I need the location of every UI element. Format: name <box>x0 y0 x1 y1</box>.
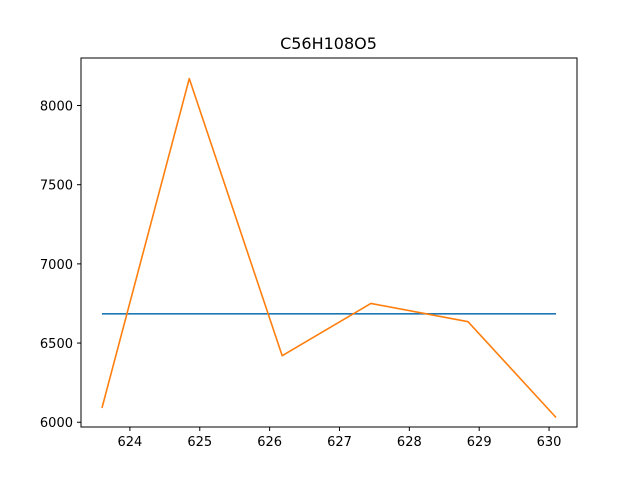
x-tick-label: 628 <box>397 435 422 450</box>
series-layer <box>101 77 557 419</box>
y-tick-label: 8000 <box>40 100 73 115</box>
chart-title: C56H108O5 <box>280 34 377 53</box>
plot-area <box>80 57 578 428</box>
x-tick-label: 629 <box>467 435 492 450</box>
x-axis: 624 625 626 627 628 629 630 <box>117 427 561 450</box>
y-tick-label: 6500 <box>40 337 73 352</box>
x-tick-label: 627 <box>327 435 352 450</box>
x-tick-label: 625 <box>187 435 212 450</box>
y-axis: 6000 6500 7000 7500 8000 <box>40 100 81 431</box>
x-tick-label: 624 <box>117 435 142 450</box>
y-tick-label: 7500 <box>40 179 73 194</box>
series-line-2 <box>101 77 557 419</box>
y-tick-label: 7000 <box>40 258 73 273</box>
x-tick-label: 630 <box>537 435 562 450</box>
x-tick-label: 626 <box>257 435 282 450</box>
y-tick-label: 6000 <box>40 416 73 431</box>
